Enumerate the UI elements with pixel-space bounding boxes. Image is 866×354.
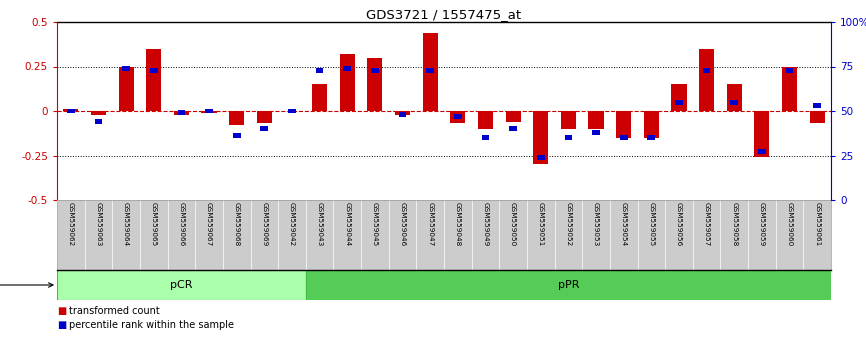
Bar (702, 68, 710, 73)
Bar (561, 111, 576, 129)
Bar (727, 84, 742, 111)
Bar (371, 68, 378, 73)
Bar (671, 84, 687, 111)
Text: GSM559050: GSM559050 (510, 202, 516, 246)
Bar (588, 111, 604, 129)
Bar (592, 130, 600, 135)
Bar (648, 135, 656, 140)
Bar (306, 270, 831, 300)
Bar (537, 155, 545, 160)
Bar (233, 133, 241, 138)
Text: GSM559069: GSM559069 (262, 202, 268, 246)
Bar (423, 33, 438, 111)
Bar (506, 111, 520, 122)
Bar (344, 66, 351, 71)
Bar (174, 111, 189, 115)
Text: GSM559049: GSM559049 (482, 202, 488, 246)
Bar (454, 114, 462, 119)
Text: pCR: pCR (170, 280, 192, 290)
Bar (288, 109, 296, 114)
Bar (367, 58, 383, 111)
Bar (150, 68, 158, 73)
Bar (178, 110, 185, 115)
Text: GSM559043: GSM559043 (317, 202, 323, 246)
Text: GSM559063: GSM559063 (95, 202, 101, 246)
Text: GSM559061: GSM559061 (814, 202, 820, 246)
Bar (205, 109, 213, 114)
Bar (643, 111, 659, 138)
Bar (782, 67, 797, 111)
Text: GSM559067: GSM559067 (206, 202, 212, 246)
Text: GSM559059: GSM559059 (759, 202, 765, 246)
Bar (509, 126, 517, 131)
Text: percentile rank within the sample: percentile rank within the sample (69, 320, 234, 330)
Text: GSM559052: GSM559052 (565, 202, 572, 246)
Text: GSM559068: GSM559068 (234, 202, 240, 246)
Text: pPR: pPR (558, 280, 579, 290)
Bar (229, 111, 244, 125)
Bar (730, 99, 738, 104)
Bar (481, 135, 489, 140)
Bar (533, 111, 548, 164)
Text: GSM559053: GSM559053 (593, 202, 599, 246)
Text: GSM559042: GSM559042 (289, 202, 295, 246)
Bar (119, 67, 133, 111)
Text: GSM559048: GSM559048 (455, 202, 461, 246)
Text: GSM559045: GSM559045 (372, 202, 378, 246)
Text: GSM559065: GSM559065 (151, 202, 157, 246)
Bar (785, 68, 793, 73)
Text: GSM559055: GSM559055 (649, 202, 655, 246)
Bar (63, 109, 79, 111)
Bar (450, 111, 465, 124)
Bar (813, 103, 821, 108)
Bar (94, 119, 102, 124)
Bar (616, 111, 631, 138)
Bar (57, 270, 306, 300)
Text: GSM559056: GSM559056 (676, 202, 682, 246)
Text: ■: ■ (57, 320, 67, 330)
Bar (699, 49, 714, 111)
Bar (67, 109, 74, 114)
Text: disease state: disease state (0, 280, 53, 290)
Bar (426, 68, 434, 73)
Bar (256, 111, 272, 124)
Bar (810, 111, 824, 124)
Title: GDS3721 / 1557475_at: GDS3721 / 1557475_at (366, 8, 521, 21)
Text: GSM559057: GSM559057 (703, 202, 709, 246)
Bar (675, 99, 682, 104)
Bar (261, 126, 268, 131)
Text: GSM559060: GSM559060 (786, 202, 792, 246)
Bar (339, 54, 355, 111)
Bar (91, 111, 106, 115)
Text: GSM559044: GSM559044 (345, 202, 350, 246)
Text: GSM559066: GSM559066 (178, 202, 184, 246)
Bar (146, 49, 161, 111)
Text: ■: ■ (57, 306, 67, 316)
Bar (202, 111, 216, 113)
Bar (754, 111, 770, 157)
Bar (395, 111, 410, 115)
Text: GSM559064: GSM559064 (123, 202, 129, 246)
Bar (620, 135, 628, 140)
Text: transformed count: transformed count (69, 306, 159, 316)
Bar (478, 111, 493, 129)
Bar (758, 149, 766, 154)
Text: GSM559062: GSM559062 (68, 202, 74, 246)
Text: GSM559058: GSM559058 (731, 202, 737, 246)
Bar (316, 68, 324, 73)
Bar (565, 135, 572, 140)
Bar (398, 112, 406, 117)
Text: GSM559051: GSM559051 (538, 202, 544, 246)
Text: GSM559046: GSM559046 (399, 202, 405, 246)
Bar (312, 84, 327, 111)
Text: GSM559054: GSM559054 (621, 202, 627, 246)
Bar (122, 66, 130, 71)
Text: GSM559047: GSM559047 (427, 202, 433, 246)
